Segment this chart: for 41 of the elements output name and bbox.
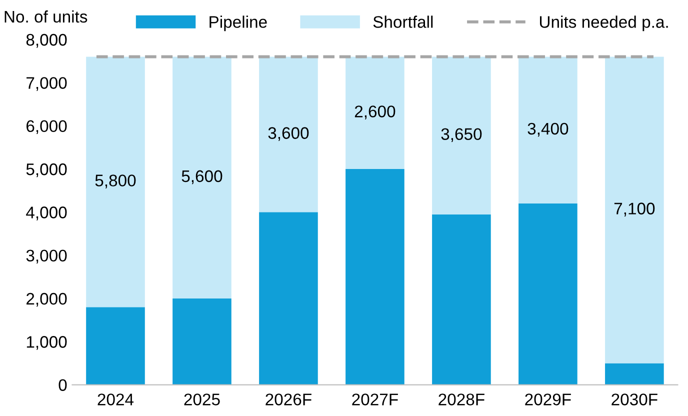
data-label: 3,600 — [268, 127, 309, 141]
bar — [86, 56, 145, 308]
bar — [86, 307, 145, 385]
x-tick-label: 2027F — [352, 394, 398, 406]
y-tick-label: 1,000 — [26, 336, 67, 350]
bar — [346, 169, 404, 385]
x-tick-label: 2028F — [438, 394, 484, 406]
legend-label: Units needed p.a. — [540, 16, 668, 32]
bar — [432, 56, 491, 214]
data-label: 5,800 — [95, 174, 136, 188]
bar — [605, 363, 664, 385]
data-label: 3,650 — [441, 128, 482, 142]
bar — [172, 56, 232, 298]
bar — [172, 298, 232, 385]
data-label: 7,100 — [614, 202, 655, 216]
data-label: 5,600 — [182, 170, 222, 184]
bar — [259, 212, 318, 385]
bar — [346, 56, 404, 169]
x-tick-label: 2029F — [525, 394, 571, 406]
x-tick-label: 2025 — [184, 394, 220, 406]
y-tick-label: 0 — [58, 379, 67, 392]
y-tick-label: 5,000 — [26, 163, 67, 178]
legend-label: Pipeline — [210, 16, 267, 32]
y-tick-label: 2,000 — [26, 292, 67, 307]
y-tick-label: 3,000 — [26, 250, 67, 264]
data-label: 2,600 — [354, 106, 396, 120]
y-tick-label: 4,000 — [26, 206, 67, 220]
data-label: 3,400 — [528, 122, 568, 137]
x-tick-label: 2024 — [98, 394, 134, 406]
bar — [518, 56, 578, 204]
y-tick-label: 7,000 — [26, 77, 67, 91]
x-tick-label: 2026F — [266, 394, 312, 406]
bar — [432, 214, 491, 385]
x-tick-label: 2030F — [612, 394, 658, 406]
bar — [259, 56, 318, 212]
bar — [605, 56, 664, 364]
legend-label: Shortfall — [373, 16, 433, 28]
y-tick-label: 8,000 — [26, 34, 67, 48]
bar — [518, 204, 578, 385]
y-tick-label: 6,000 — [26, 120, 67, 134]
y-axis-title: No. of units — [4, 10, 88, 23]
